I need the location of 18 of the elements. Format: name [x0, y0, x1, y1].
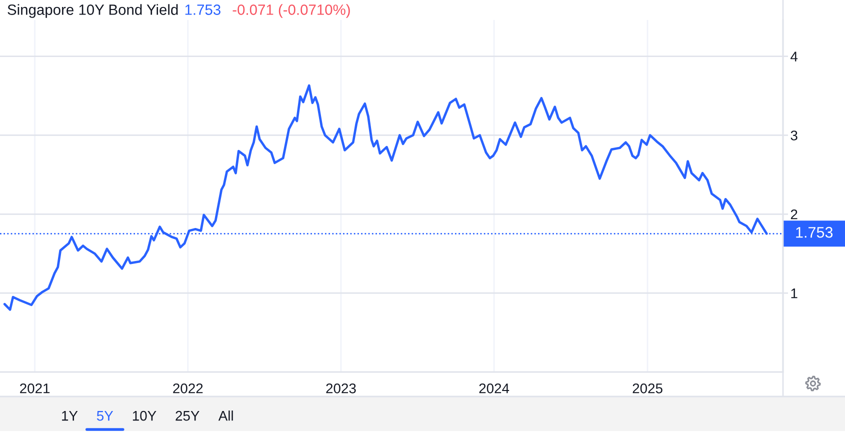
x-tick-label: 2021	[20, 383, 50, 394]
chart-title: Singapore 10Y Bond Yield	[8, 4, 178, 18]
y-tick-label: 2	[790, 209, 798, 220]
x-tick-label: 2022	[173, 383, 203, 394]
text: 1Y	[62, 411, 78, 421]
x-tick-label: 2023	[326, 383, 356, 394]
y-tick-label: 3	[790, 130, 798, 140]
text: -0.071 (-0.0710%)	[232, 4, 350, 18]
y-tick-label: 1	[791, 288, 798, 298]
text: 25Y	[176, 410, 200, 421]
text: 10Y	[132, 410, 156, 421]
ref-line-label: 1.753	[796, 226, 833, 238]
text: 1.753	[185, 4, 220, 15]
y-tick-label: 4	[790, 52, 798, 62]
text: 5Y	[96, 411, 114, 421]
text: All	[218, 410, 233, 421]
x-tick-label: 2025	[632, 383, 662, 394]
x-tick-label: 2024	[479, 383, 510, 394]
